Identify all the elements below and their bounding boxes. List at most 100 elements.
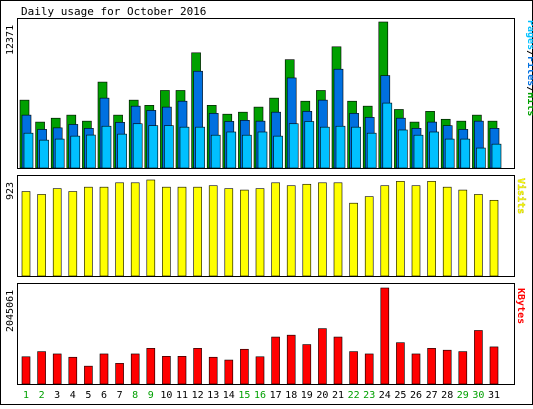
x-tick-label: 29 [457, 390, 469, 401]
kbytes-bar [427, 348, 436, 385]
visits-bar [146, 179, 156, 277]
kbytes-bar [240, 348, 249, 385]
pages-bar [164, 125, 174, 169]
visits-bar [427, 181, 436, 277]
x-tick-label: 30 [472, 390, 484, 401]
x-tick-label: 3 [54, 390, 60, 401]
bottom-legend: KBytes [515, 288, 526, 324]
x-tick-label: 20 [316, 390, 328, 401]
pages-bar [70, 135, 81, 169]
visits-bar [224, 188, 234, 277]
pages-bar [132, 123, 143, 169]
x-tick-label: 2 [39, 390, 45, 401]
x-tick-label: 26 [410, 390, 422, 401]
kbytes-bar [115, 363, 124, 385]
visits-bar [380, 185, 390, 277]
pages-bar [491, 143, 502, 169]
middle-y-max-label: 923 [5, 182, 16, 200]
kbytes-bar [458, 351, 468, 385]
pages-bar [476, 147, 486, 169]
middle-panel-frame [17, 175, 515, 277]
pages-bar [382, 102, 393, 169]
x-tick-label: 13 [207, 390, 219, 401]
pages-bar [179, 126, 190, 169]
visits-bar [442, 186, 452, 277]
pages-bar [210, 134, 221, 169]
kbytes-bar [21, 356, 31, 385]
pages-bar [320, 126, 330, 169]
x-tick-label: 23 [363, 390, 375, 401]
kbytes-bar [396, 342, 405, 385]
pages-bar [54, 138, 65, 169]
x-tick-label: 22 [348, 390, 360, 401]
x-tick-label: 12 [192, 390, 204, 401]
pages-bar [398, 129, 408, 169]
kbytes-bar [84, 365, 93, 385]
top-y-max-label: 12371 [5, 25, 16, 55]
pages-bar [273, 135, 283, 169]
x-tick-label: 21 [332, 390, 344, 401]
legend-hits: Hits [525, 92, 533, 116]
visits-bar [162, 186, 171, 277]
visits-bar [52, 188, 62, 277]
pages-bar [195, 126, 205, 169]
legend-sep-1: / [525, 50, 533, 56]
visits-bar [302, 183, 312, 277]
visits-bar [99, 186, 109, 277]
pages-bar [86, 134, 96, 169]
pages-bar [148, 125, 159, 169]
visits-bar [255, 188, 265, 277]
x-tick-label: 15 [238, 390, 250, 401]
kbytes-bar [302, 344, 312, 385]
chart-title: Daily usage for October 2016 [21, 5, 206, 18]
visits-bar [193, 186, 202, 277]
x-tick-label: 8 [132, 390, 138, 401]
x-tick-label: 19 [301, 390, 313, 401]
visits-bar [474, 194, 483, 277]
bottom-panel-frame [17, 283, 515, 385]
pages-bar [101, 125, 112, 169]
x-tick-label: 31 [488, 390, 500, 401]
x-axis-day-labels: 1 2 3 4 5 6 7 8 9 10 11 12 13 14 15 16 17 18 19 20 21 22 23 24 2… [23, 390, 500, 401]
visits-bar [271, 182, 280, 277]
visits-bar [68, 191, 78, 277]
kbytes-bar [364, 353, 374, 385]
x-tick-label: 9 [148, 390, 154, 401]
pages-bar [366, 132, 377, 169]
visits-bar [208, 185, 218, 277]
x-tick-label: 5 [85, 390, 91, 401]
x-tick-label: 25 [394, 390, 406, 401]
pages-bar [335, 125, 346, 169]
bottom-panel-bars [21, 287, 499, 385]
visits-bar [37, 194, 46, 277]
visits-bar [177, 186, 187, 277]
pages-bar [444, 138, 455, 169]
visits-bar [411, 185, 421, 277]
kbytes-bar [177, 356, 187, 385]
x-tick-label: 7 [117, 390, 123, 401]
kbytes-bar [193, 348, 202, 385]
kbytes-bar [255, 356, 265, 385]
legend-pages: Pages [525, 20, 533, 50]
visits-bar [130, 182, 140, 277]
kbytes-bar [99, 353, 109, 385]
visits-bar [333, 182, 343, 277]
bottom-y-max-label: 2045061 [5, 290, 16, 332]
x-tick-label: 11 [176, 390, 188, 401]
pages-bar [242, 134, 252, 169]
x-tick-label: 16 [254, 390, 266, 401]
kbytes-bar [224, 359, 234, 385]
kbytes-bar [349, 351, 358, 385]
visits-bar [349, 202, 358, 277]
kbytes-bar [52, 353, 62, 385]
x-tick-label: 14 [223, 390, 235, 401]
kbytes-bar [68, 356, 78, 385]
x-tick-label: 1 [23, 390, 29, 401]
kbytes-bar [271, 336, 280, 385]
pages-bar [413, 134, 424, 169]
visits-bar [115, 182, 124, 277]
kbytes-bar [37, 351, 46, 385]
kbytes-bar [130, 353, 140, 385]
kbytes-bar [318, 328, 327, 385]
